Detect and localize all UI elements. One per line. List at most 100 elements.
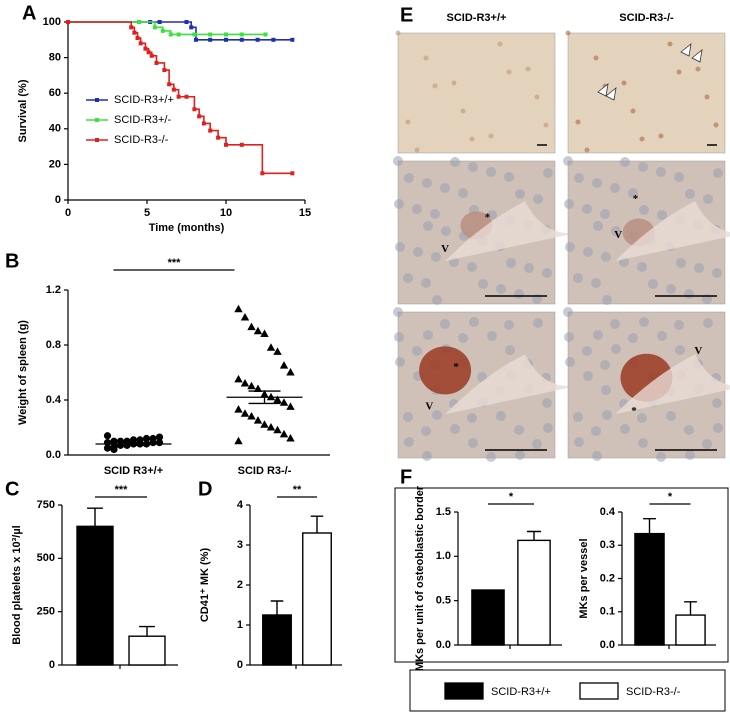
cell-texture (583, 247, 593, 257)
cell-texture (584, 147, 590, 153)
cell-texture (543, 168, 553, 178)
annotation: V (425, 400, 433, 412)
y-tick-label: 0.5 (436, 595, 451, 607)
survival-marker (132, 30, 137, 35)
vessel (445, 201, 586, 262)
cell-texture (477, 372, 487, 382)
cell-texture (592, 178, 602, 188)
survival-marker (152, 25, 157, 30)
point (247, 322, 256, 331)
significance-label: *** (168, 257, 182, 269)
cell-texture (542, 398, 552, 408)
cell-texture (713, 423, 723, 433)
x-tick-label: 10 (220, 207, 232, 219)
x-tick-label: 5 (144, 207, 150, 219)
cell-texture (648, 279, 658, 289)
cell-texture (593, 221, 603, 231)
survival-marker (224, 32, 228, 37)
cell-texture (582, 204, 592, 214)
cell-texture (666, 411, 676, 421)
cell-texture (704, 94, 710, 100)
cell-texture (421, 278, 431, 288)
cell-texture (611, 226, 621, 236)
cell-texture (395, 30, 401, 36)
annotation: * (453, 361, 459, 373)
cell-texture (638, 438, 648, 448)
cell-texture (565, 242, 575, 252)
significance-label: ** (293, 484, 302, 496)
survival-marker (239, 37, 244, 42)
y-tick-label: 0.0 (436, 639, 451, 651)
cell-texture (628, 188, 638, 198)
cell-texture (542, 268, 552, 278)
cell-texture (656, 452, 666, 462)
point (279, 361, 289, 369)
bar (634, 532, 665, 646)
legend-swatch (444, 682, 484, 700)
survival-marker (290, 37, 295, 42)
column-header: SCID-R3-/- (619, 12, 674, 24)
y-axis-label: Survival (%) (17, 79, 29, 142)
point (247, 412, 256, 420)
cell-texture (395, 242, 405, 252)
error-bar (684, 601, 697, 616)
survival-line (68, 21, 266, 36)
point (110, 437, 118, 445)
cell-texture (431, 252, 441, 262)
cell-texture (405, 119, 411, 125)
survival-marker (208, 32, 213, 37)
arrowhead (680, 43, 692, 57)
cell-texture (591, 278, 601, 288)
cell-texture (450, 157, 460, 167)
cell-texture (394, 332, 404, 342)
cell-texture (658, 133, 664, 139)
survival-marker (189, 25, 194, 30)
bar (76, 525, 114, 666)
point (142, 434, 151, 443)
cell-texture (414, 147, 420, 153)
cell-texture (638, 162, 648, 172)
cell-texture (422, 451, 432, 461)
cell-texture (450, 424, 460, 434)
y-tick-label: 0.2 (600, 572, 615, 584)
y-tick-label: 0.8 (46, 339, 61, 351)
y-tick-label: 3 (237, 539, 243, 551)
significance-label: *** (115, 484, 129, 496)
survival-marker (66, 20, 70, 24)
sem-bar (117, 441, 150, 447)
cell-texture (657, 210, 667, 220)
point (279, 429, 289, 438)
cell-texture (565, 357, 575, 367)
point (273, 425, 282, 434)
bar (262, 614, 292, 666)
cell-texture (593, 330, 603, 340)
cell-texture (630, 108, 636, 114)
survival-marker (157, 20, 162, 24)
point (234, 374, 243, 383)
cell-texture (440, 319, 450, 329)
cell-texture (573, 273, 583, 283)
survival-line (68, 21, 293, 41)
cell-texture (639, 205, 649, 215)
significance-label: * (509, 491, 514, 503)
cell-texture (713, 122, 719, 128)
survival-marker (184, 94, 189, 99)
y-tick-label: 0.0 (46, 449, 61, 461)
cell-texture (412, 204, 422, 214)
cell-texture (421, 426, 431, 436)
survival-marker (290, 171, 295, 176)
cell-texture (496, 411, 506, 421)
y-axis-label: MKs per vessel (578, 538, 590, 618)
arrowhead (597, 83, 609, 97)
bar (675, 614, 706, 646)
point (286, 368, 295, 376)
cell-texture (575, 119, 581, 125)
cell-texture (600, 360, 610, 370)
survival-marker (201, 121, 206, 126)
cell-texture (602, 295, 612, 305)
cell-texture (404, 437, 414, 447)
cell-texture (712, 268, 722, 278)
micrograph (397, 32, 556, 154)
cell-texture (694, 263, 704, 273)
survival-marker (192, 32, 197, 37)
